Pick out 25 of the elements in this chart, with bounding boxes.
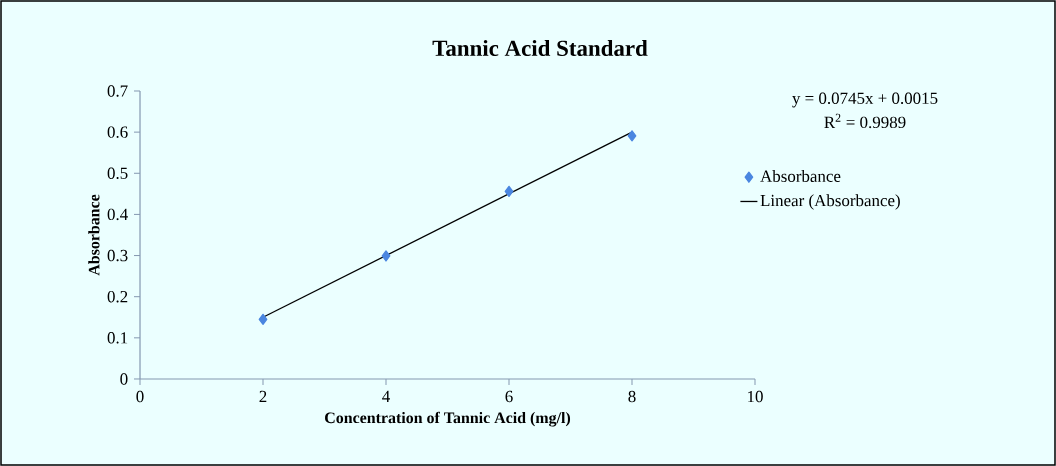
y-tick-label: 0.1 bbox=[107, 332, 128, 344]
point bbox=[258, 313, 268, 325]
y-axis-title: Absorbance bbox=[88, 194, 100, 276]
x-tick-label: 4 bbox=[382, 390, 390, 402]
x-tick-label: 2 bbox=[259, 390, 267, 403]
legend-label: Linear (Absorbance) bbox=[760, 194, 900, 210]
text: R$^{2}$ = 0.9989 bbox=[824, 113, 906, 129]
point bbox=[381, 250, 391, 262]
y-tick-label: 0.7 bbox=[107, 85, 128, 97]
chart-title: Tannic Acid Standard bbox=[432, 39, 648, 57]
x-tick-label: 8 bbox=[628, 390, 636, 403]
point bbox=[504, 185, 514, 198]
y-tick-label: 0.2 bbox=[107, 290, 128, 303]
y-tick-label: 0.5 bbox=[107, 167, 128, 180]
x-tick-label: 0 bbox=[136, 390, 144, 403]
y-tick-label: 0.3 bbox=[107, 249, 128, 262]
point bbox=[627, 130, 637, 142]
x-axis-title: Concentration of Tannic Acid (mg/l) bbox=[325, 411, 571, 427]
y-tick-label: 0.6 bbox=[107, 126, 128, 138]
text: y = 0.0745x + 0.0015 bbox=[792, 92, 938, 108]
y-tick-label: 0.4 bbox=[107, 208, 128, 221]
y-tick-label: 0 bbox=[120, 373, 128, 385]
legend-label: Absorbance bbox=[760, 170, 841, 182]
x-tick-label: 10 bbox=[748, 390, 763, 403]
x-tick-label: 6 bbox=[505, 390, 513, 403]
